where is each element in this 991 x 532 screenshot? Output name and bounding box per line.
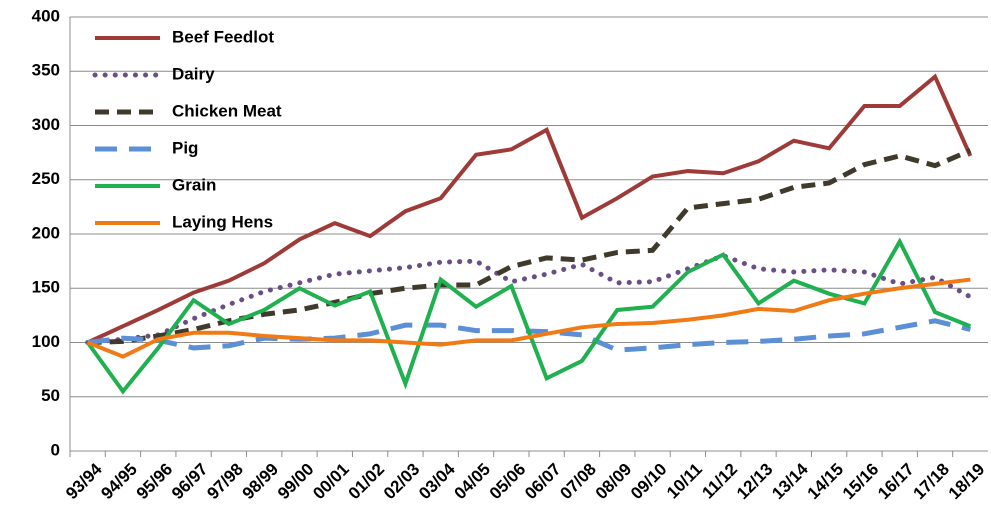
x-tick-label: 09/10 (627, 460, 671, 504)
x-tick-label: 13/14 (768, 459, 812, 503)
x-tick-label: 98/99 (239, 460, 283, 504)
x-tick-label: 97/98 (203, 460, 247, 504)
x-tick-label: 03/04 (415, 459, 459, 503)
x-tick-label: 08/09 (592, 460, 636, 504)
y-tick-label: 0 (51, 440, 60, 459)
legend-label: Beef Feedlot (172, 27, 274, 46)
y-tick-label: 350 (32, 61, 60, 80)
y-tick-label: 200 (32, 223, 60, 242)
x-tick-label: 93/94 (62, 459, 106, 503)
x-tick-label: 99/00 (274, 460, 318, 504)
legend-label: Grain (172, 175, 216, 194)
x-tick-label: 94/95 (97, 460, 141, 504)
x-tick-label: 14/15 (804, 460, 848, 504)
x-tick-label: 06/07 (521, 460, 565, 504)
x-tick-label: 15/16 (839, 460, 883, 504)
y-tick-label: 400 (32, 6, 60, 25)
x-tick-label: 96/97 (168, 460, 212, 504)
x-tick-label: 05/06 (486, 460, 530, 504)
x-tick-label: 00/01 (309, 460, 353, 504)
x-tick-label: 16/17 (874, 460, 918, 504)
series-line (85, 253, 973, 345)
series-line (86, 277, 971, 359)
legend-label: Dairy (172, 64, 215, 83)
x-tick-label: 01/02 (345, 460, 389, 504)
x-tick-label: 18/19 (945, 460, 989, 504)
x-tick-label: 17/18 (910, 460, 954, 504)
x-tick-label: 10/11 (663, 460, 706, 503)
x-tick-label: 02/03 (380, 460, 424, 504)
y-tick-label: 50 (41, 386, 60, 405)
x-tick-label: 04/05 (451, 460, 495, 504)
legend-label: Chicken Meat (172, 101, 282, 120)
y-tick-label: 300 (32, 115, 60, 134)
legend-label: Pig (172, 138, 198, 157)
series-line (86, 237, 972, 395)
y-tick-label: 250 (32, 169, 60, 188)
x-tick-label: 95/96 (133, 460, 177, 504)
x-tick-label: 12/13 (733, 460, 777, 504)
series-line (87, 148, 972, 345)
y-tick-label: 150 (32, 278, 60, 297)
x-tick-label: 11/12 (698, 460, 741, 503)
legend-label: Laying Hens (172, 212, 273, 231)
x-tick-label: 07/08 (556, 460, 600, 504)
series-line (86, 73, 973, 345)
y-tick-label: 100 (32, 332, 60, 351)
